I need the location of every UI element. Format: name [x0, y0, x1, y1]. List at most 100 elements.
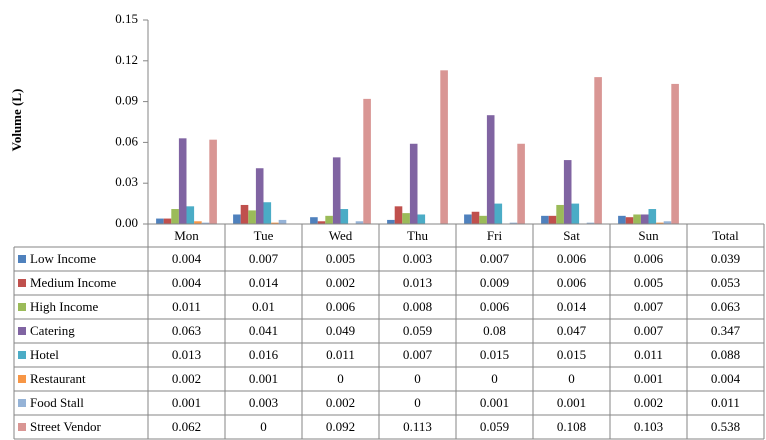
bar: [548, 215, 557, 224]
table-header: Total: [712, 228, 739, 243]
y-tick-label: 0.15: [115, 11, 138, 26]
y-tick-label: 0.00: [115, 215, 138, 230]
bar: [332, 157, 341, 224]
legend-label: Restaurant: [30, 371, 86, 386]
table-cell: 0: [491, 371, 498, 386]
legend-key: [18, 399, 26, 407]
table-cell: 0.014: [557, 299, 587, 314]
bar: [517, 143, 525, 224]
table-cell: 0.005: [634, 275, 663, 290]
bar: [201, 222, 210, 224]
table-cell: 0.001: [480, 395, 509, 410]
bar: [194, 221, 202, 224]
y-axis-label: Volume (L): [9, 89, 24, 152]
table-cell: 0: [568, 371, 575, 386]
x-tick-label: Thu: [407, 228, 428, 243]
table-cell: 0.006: [557, 251, 587, 266]
table-cell: 0.007: [634, 299, 664, 314]
bar: [571, 203, 580, 224]
bar: [409, 143, 418, 224]
table-cell: 0: [414, 395, 421, 410]
table-cell: 0.088: [711, 347, 740, 362]
legend-key: [18, 303, 26, 311]
table-cell: 0.007: [480, 251, 510, 266]
bar: [263, 202, 272, 224]
bar: [541, 215, 549, 224]
bar: [240, 204, 249, 224]
table-cell: 0.011: [326, 347, 355, 362]
bar: [278, 219, 287, 224]
table-cell: 0.002: [634, 395, 663, 410]
table-cell: 0.059: [403, 323, 432, 338]
table-cell: 0.002: [326, 275, 355, 290]
bar: [417, 214, 426, 224]
table-cell: 0.007: [249, 251, 279, 266]
legend-label: Catering: [30, 323, 75, 338]
table-cell: 0.005: [326, 251, 355, 266]
bar: [656, 222, 664, 224]
table-cell: 0.002: [326, 395, 355, 410]
table-cell: 0.001: [634, 371, 663, 386]
table-cell: 0.015: [557, 347, 586, 362]
table-cell: 0.013: [403, 275, 432, 290]
legend-label: Food Stall: [30, 395, 84, 410]
table-cell: 0.108: [557, 419, 586, 434]
bar: [394, 206, 403, 224]
table-cell: 0.059: [480, 419, 509, 434]
bar: [402, 213, 410, 224]
legend-key: [18, 423, 26, 431]
bar: [317, 221, 326, 224]
bar: [479, 215, 487, 224]
legend-key: [18, 327, 26, 335]
x-tick-label: Mon: [174, 228, 199, 243]
table-cell: 0.004: [172, 275, 202, 290]
table-cell: 0.08: [483, 323, 506, 338]
table-cell: 0.347: [711, 323, 741, 338]
bar: [663, 221, 672, 224]
table-cell: 0.013: [172, 347, 201, 362]
bar: [363, 98, 371, 224]
legend-label: Medium Income: [30, 275, 117, 290]
bar: [648, 209, 657, 224]
bar: [340, 209, 349, 224]
legend-key: [18, 375, 26, 383]
bar: [310, 217, 318, 224]
y-tick-label: 0.09: [115, 93, 138, 108]
table-cell: 0.006: [634, 251, 664, 266]
table-cell: 0.007: [634, 323, 664, 338]
table-cell: 0.003: [249, 395, 278, 410]
table-cell: 0.006: [480, 299, 510, 314]
table-cell: 0.006: [557, 275, 587, 290]
table-cell: 0.001: [249, 371, 278, 386]
table-cell: 0.053: [711, 275, 740, 290]
bar: [563, 160, 572, 224]
bar: [633, 214, 641, 224]
bar: [355, 221, 364, 224]
table-cell: 0.049: [326, 323, 355, 338]
bar: [163, 218, 172, 224]
bar: [486, 115, 495, 224]
table-cell: 0.011: [634, 347, 663, 362]
bar: [618, 215, 626, 224]
table-cell: 0.008: [403, 299, 432, 314]
table-cell: 0.016: [249, 347, 279, 362]
table-cell: 0.039: [711, 251, 740, 266]
legend-label: Low Income: [30, 251, 96, 266]
bar: [233, 214, 241, 224]
table-cell: 0.015: [480, 347, 509, 362]
bar: [464, 214, 472, 224]
x-tick-label: Sun: [638, 228, 659, 243]
table-cell: 0.062: [172, 419, 201, 434]
table-cell: 0.538: [711, 419, 740, 434]
table-cell: 0.004: [172, 251, 202, 266]
bar: [186, 206, 195, 224]
table-cell: 0.047: [557, 323, 587, 338]
legend-label: High Income: [30, 299, 98, 314]
y-tick-label: 0.03: [115, 174, 138, 189]
bar: [387, 219, 395, 224]
table-cell: 0.113: [403, 419, 432, 434]
y-tick-label: 0.06: [115, 133, 138, 148]
table-cell: 0.063: [172, 323, 201, 338]
bar: [640, 214, 649, 224]
table-cell: 0.103: [634, 419, 663, 434]
